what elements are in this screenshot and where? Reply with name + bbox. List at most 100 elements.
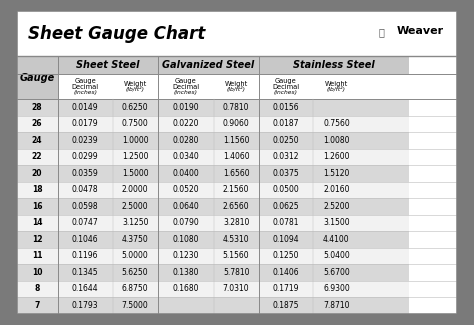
Text: 0.0625: 0.0625 xyxy=(273,202,299,211)
Bar xyxy=(259,56,409,74)
Bar xyxy=(57,214,158,231)
Text: Gauge: Gauge xyxy=(19,72,55,83)
Bar xyxy=(17,280,57,297)
Text: Weight: Weight xyxy=(325,81,348,87)
Text: 6.8750: 6.8750 xyxy=(122,284,148,293)
Text: 0.7560: 0.7560 xyxy=(323,119,350,128)
Bar xyxy=(17,248,57,264)
Bar xyxy=(259,182,409,198)
Bar xyxy=(17,11,457,56)
Text: 0.1094: 0.1094 xyxy=(273,235,299,244)
Bar xyxy=(57,56,158,74)
Text: 0.1250: 0.1250 xyxy=(273,251,299,260)
Bar xyxy=(259,149,409,165)
Text: (lb/ft²): (lb/ft²) xyxy=(227,86,246,92)
Text: 1.1560: 1.1560 xyxy=(223,136,249,145)
Text: 2.5200: 2.5200 xyxy=(323,202,350,211)
Bar xyxy=(57,248,158,264)
Text: 4.3750: 4.3750 xyxy=(122,235,148,244)
Text: 5.0400: 5.0400 xyxy=(323,251,350,260)
Text: 4.5310: 4.5310 xyxy=(223,235,249,244)
Text: 7.5000: 7.5000 xyxy=(122,301,148,310)
Text: 0.0400: 0.0400 xyxy=(172,169,199,178)
Text: 0.9060: 0.9060 xyxy=(223,119,249,128)
Bar xyxy=(259,99,409,115)
Bar xyxy=(57,198,158,214)
Text: 0.1230: 0.1230 xyxy=(173,251,199,260)
Text: 12: 12 xyxy=(32,235,42,244)
Text: 3.1250: 3.1250 xyxy=(122,218,148,227)
Text: 22: 22 xyxy=(32,152,42,161)
Text: 28: 28 xyxy=(32,103,42,112)
Text: 0.0187: 0.0187 xyxy=(273,119,299,128)
Text: 2.6560: 2.6560 xyxy=(223,202,249,211)
Text: 11: 11 xyxy=(32,251,42,260)
Bar xyxy=(57,115,158,132)
Text: 0.0340: 0.0340 xyxy=(172,152,199,161)
Bar xyxy=(158,132,259,149)
Text: 5.6250: 5.6250 xyxy=(122,268,148,277)
Bar xyxy=(17,182,57,198)
Text: 1.2500: 1.2500 xyxy=(122,152,148,161)
Bar xyxy=(259,280,409,297)
Bar xyxy=(158,165,259,182)
Bar xyxy=(57,182,158,198)
Text: 8: 8 xyxy=(35,284,40,293)
Text: Sheet Steel: Sheet Steel xyxy=(76,60,139,70)
Text: Sheet Gauge Chart: Sheet Gauge Chart xyxy=(27,25,205,43)
Text: 0.1406: 0.1406 xyxy=(273,268,299,277)
Bar xyxy=(259,165,409,182)
Bar xyxy=(259,115,409,132)
Text: 0.1345: 0.1345 xyxy=(72,268,99,277)
Text: 0.0598: 0.0598 xyxy=(72,202,99,211)
Text: 0.0781: 0.0781 xyxy=(273,218,299,227)
Text: 0.0312: 0.0312 xyxy=(273,152,299,161)
Text: 0.0250: 0.0250 xyxy=(273,136,299,145)
Bar xyxy=(57,297,158,314)
Text: (inches): (inches) xyxy=(73,90,97,95)
Bar xyxy=(158,115,259,132)
Text: Weaver: Weaver xyxy=(397,26,444,36)
Text: 20: 20 xyxy=(32,169,42,178)
Bar xyxy=(17,214,57,231)
Bar xyxy=(259,198,409,214)
Bar xyxy=(17,264,57,280)
Text: 0.7810: 0.7810 xyxy=(223,103,249,112)
Text: (inches): (inches) xyxy=(173,90,198,95)
Text: 0.0156: 0.0156 xyxy=(273,103,299,112)
Bar xyxy=(57,280,158,297)
Text: 1.0000: 1.0000 xyxy=(122,136,148,145)
Bar xyxy=(17,297,57,314)
Text: 0.0520: 0.0520 xyxy=(173,185,199,194)
Text: 0.1046: 0.1046 xyxy=(72,235,99,244)
Bar xyxy=(17,198,57,214)
Text: 1.4060: 1.4060 xyxy=(223,152,249,161)
Bar xyxy=(158,149,259,165)
Bar xyxy=(259,132,409,149)
Text: 3.2810: 3.2810 xyxy=(223,218,249,227)
Text: 2.0000: 2.0000 xyxy=(122,185,148,194)
Bar xyxy=(17,165,57,182)
Text: (lb/ft²): (lb/ft²) xyxy=(126,86,145,92)
Text: 0.7500: 0.7500 xyxy=(122,119,148,128)
Bar xyxy=(158,182,259,198)
Bar xyxy=(158,198,259,214)
Text: 0.0790: 0.0790 xyxy=(172,218,199,227)
Text: 10: 10 xyxy=(32,268,42,277)
Text: 0.0359: 0.0359 xyxy=(72,169,99,178)
Bar xyxy=(17,231,57,248)
Text: 24: 24 xyxy=(32,136,42,145)
Text: 0.1875: 0.1875 xyxy=(273,301,299,310)
Text: Galvanized Steel: Galvanized Steel xyxy=(162,60,254,70)
Text: 6.9300: 6.9300 xyxy=(323,284,350,293)
Bar xyxy=(259,231,409,248)
Text: 0.1644: 0.1644 xyxy=(72,284,99,293)
Bar xyxy=(17,115,57,132)
Text: 0.1680: 0.1680 xyxy=(173,284,199,293)
Text: Gauge: Gauge xyxy=(74,78,96,84)
Text: 2.5000: 2.5000 xyxy=(122,202,148,211)
Text: 1.5120: 1.5120 xyxy=(323,169,350,178)
Text: 2.0160: 2.0160 xyxy=(323,185,350,194)
Text: Stainless Steel: Stainless Steel xyxy=(293,60,374,70)
Text: 0.0149: 0.0149 xyxy=(72,103,99,112)
